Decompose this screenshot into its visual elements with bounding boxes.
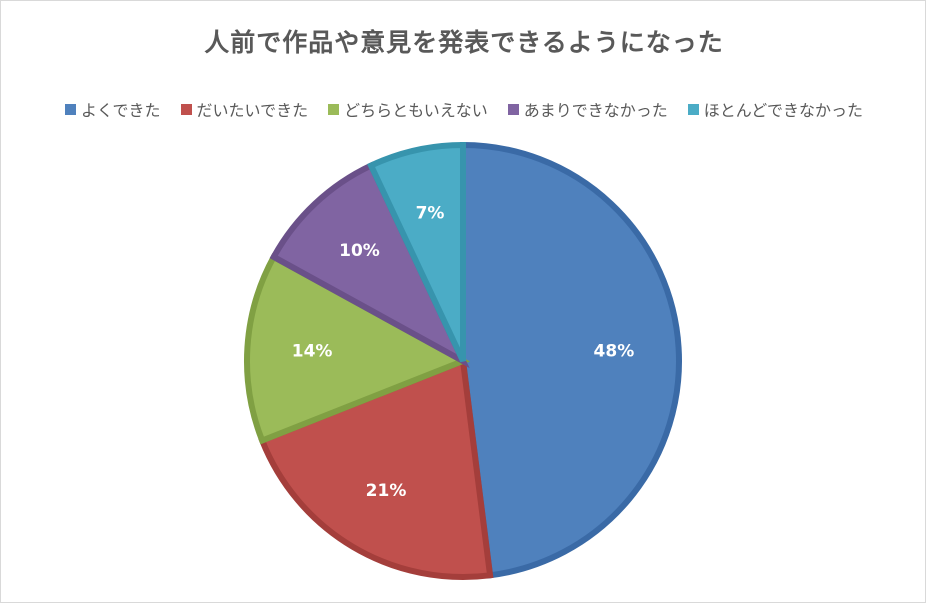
- legend-item-3: あまりできなかった: [507, 97, 668, 121]
- slice-label-4: 7%: [416, 203, 445, 223]
- pie-slice-2: [244, 252, 471, 445]
- pie-slice-4: [367, 141, 466, 363]
- legend-label-3: あまりできなかった: [523, 101, 668, 120]
- legend-swatch-0: [65, 103, 77, 115]
- slice-label-0: 48%: [594, 342, 635, 362]
- legend-label-4: ほとんどできなかった: [703, 101, 863, 120]
- legend-swatch-2: [328, 103, 340, 115]
- chart-title: 人前で作品や意見を発表できるようになった: [204, 28, 724, 57]
- slice-label-1: 21%: [366, 481, 407, 501]
- legend-swatch-4: [687, 103, 699, 115]
- slice-label-3: 10%: [339, 241, 380, 261]
- legend-item-4: ほとんどできなかった: [687, 97, 863, 121]
- legend-item-2: どちらともいえない: [328, 97, 488, 121]
- legend-item-0: よくできた: [65, 97, 161, 121]
- legend-label-1: だいたいできた: [196, 101, 309, 120]
- legend-swatch-3: [507, 103, 519, 115]
- legend-label-2: どちらともいえない: [344, 101, 488, 120]
- chart-legend: よくできた だいたいできた どちらともいえない あまりできなかった ほとんどでき…: [1, 97, 926, 121]
- pie-slice-0: [460, 141, 682, 579]
- legend-item-1: だいたいできた: [180, 97, 309, 121]
- pie-slice-1: [258, 356, 494, 580]
- legend-swatch-1: [180, 103, 192, 115]
- legend-label-0: よくできた: [81, 101, 161, 120]
- slice-label-2: 14%: [292, 342, 333, 362]
- pie-slice-3: [269, 161, 470, 369]
